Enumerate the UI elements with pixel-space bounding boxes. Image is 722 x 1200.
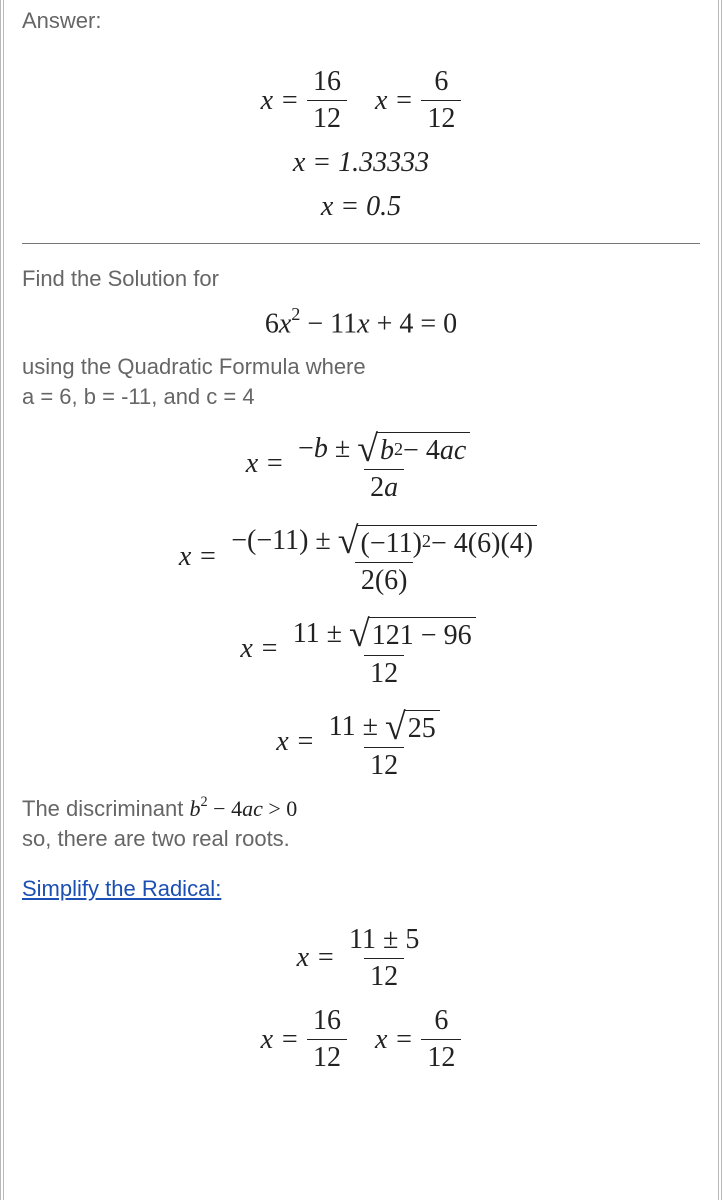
eq-text: x = — [261, 85, 299, 117]
simplify-radical-link[interactable]: Simplify the Radical: — [22, 876, 221, 902]
simplify-step-2: x = 11 ± √25 12 — [22, 702, 700, 783]
fraction: 16 12 — [307, 66, 347, 135]
sqrt: √25 — [385, 702, 440, 745]
answer-fraction-row: x = 16 12 x = 6 12 — [22, 66, 700, 135]
fraction: 11 ± 5 12 — [343, 924, 425, 993]
final-fraction-row: x = 16 12 x = 6 12 — [22, 1005, 700, 1074]
quadratic-equation: 6x2 − 11x + 4 = 0 — [22, 306, 700, 340]
fraction: −(−11) ± √(−11)2 − 4(6)(4) 2(6) — [225, 516, 543, 597]
answer-decimal-1: x = 1.33333 — [22, 147, 700, 179]
divider — [22, 243, 700, 244]
eq-text: x = — [375, 85, 413, 117]
fraction: 6 12 — [421, 1005, 461, 1074]
quadratic-formula: x = −b ± √b2 − 4ac 2a — [22, 424, 700, 505]
answer-label: Answer: — [22, 0, 700, 54]
sqrt: √121 − 96 — [349, 609, 476, 652]
using-formula-text: using the Quadratic Formula where a = 6,… — [22, 352, 700, 411]
simplified-step: x = 11 ± 5 12 — [22, 924, 700, 993]
fraction: 6 12 — [421, 66, 461, 135]
sqrt: √b2 − 4ac — [357, 424, 470, 467]
fraction: 11 ± √25 12 — [323, 702, 446, 783]
simplify-step-1: x = 11 ± √121 − 96 12 — [22, 609, 700, 690]
fraction: 16 12 — [307, 1005, 347, 1074]
sqrt: √(−11)2 − 4(6)(4) — [338, 516, 537, 559]
fraction: 11 ± √121 − 96 12 — [287, 609, 482, 690]
fraction: −b ± √b2 − 4ac 2a — [292, 424, 476, 505]
answer-decimal-2: x = 0.5 — [22, 191, 700, 223]
find-solution-text: Find the Solution for — [22, 264, 700, 294]
discriminant-text: The discriminant b2 − 4ac > 0 so, there … — [22, 794, 700, 853]
solution-panel: Answer: x = 16 12 x = 6 12 x = 1.33333 x… — [0, 0, 722, 1200]
substitution-step: x = −(−11) ± √(−11)2 − 4(6)(4) 2(6) — [22, 516, 700, 597]
